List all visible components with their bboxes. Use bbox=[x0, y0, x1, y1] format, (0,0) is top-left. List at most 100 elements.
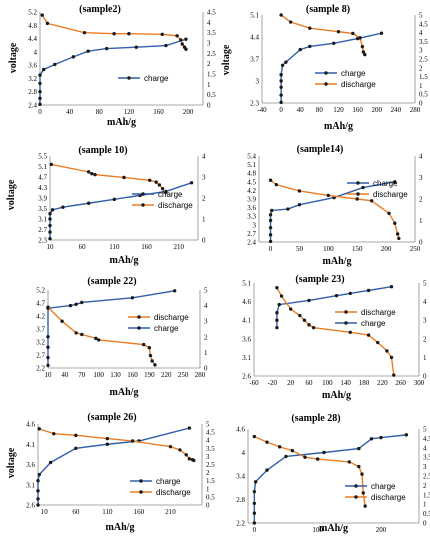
legend-marker-discharge bbox=[344, 310, 348, 314]
legend-marker-charge bbox=[137, 326, 141, 330]
data-point-discharge bbox=[142, 342, 146, 347]
data-point-charge bbox=[279, 85, 283, 89]
y-tick-label-left: 4.7 bbox=[36, 300, 45, 308]
legend-marker-discharge bbox=[137, 315, 141, 319]
y-tick-label-right: 1 bbox=[202, 216, 206, 224]
y-tick-label-left: 3.6 bbox=[242, 335, 251, 343]
data-point-discharge bbox=[357, 464, 361, 469]
y-tick-label-right: 1 bbox=[423, 354, 427, 362]
chart-title: (sample 26) bbox=[87, 412, 136, 423]
data-point-discharge bbox=[184, 47, 188, 51]
y-tick-label-right: 4 bbox=[419, 29, 423, 37]
data-point-discharge bbox=[369, 199, 374, 203]
y-tick-label-left: 4.2 bbox=[36, 313, 45, 321]
y-tick-label-right: 4 bbox=[419, 153, 423, 161]
y-tick-label-left: 2.2 bbox=[236, 520, 245, 528]
data-point-charge bbox=[366, 288, 371, 293]
chart-panel: -60 -20 20 60 100 140 180 220 260 3002.63.13.64.1… bbox=[242, 274, 427, 401]
y-tick-label-right: 2 bbox=[204, 333, 208, 341]
legend-marker-discharge bbox=[139, 490, 143, 494]
data-point-discharge bbox=[150, 359, 154, 363]
y-tick-label-left: 3.4 bbox=[236, 473, 245, 481]
y-tick-label-left: 3.1 bbox=[242, 354, 251, 362]
data-point-charge bbox=[286, 207, 290, 211]
series-line-discharge bbox=[270, 179, 400, 239]
y-tick-label-right: 3 bbox=[207, 40, 211, 48]
data-point-discharge bbox=[279, 13, 283, 17]
y-tick-label-right: 2 bbox=[419, 64, 423, 72]
data-point-discharge bbox=[148, 178, 152, 182]
data-point-discharge bbox=[130, 439, 135, 443]
x-tick-label: -20 bbox=[268, 379, 278, 387]
y-tick-label-right: 2.5 bbox=[207, 50, 216, 58]
y-tick-label-right: 3 bbox=[419, 174, 423, 182]
data-point-discharge bbox=[392, 373, 396, 377]
x-axis-label: mAh/g bbox=[324, 121, 353, 132]
y-tick-label-left: 2.7 bbox=[36, 352, 45, 360]
data-point-discharge bbox=[49, 162, 53, 167]
y-tick-label-right: 4 bbox=[423, 444, 427, 452]
legend-marker-charge bbox=[141, 192, 145, 196]
data-point-charge bbox=[322, 450, 326, 455]
data-point-discharge bbox=[311, 325, 316, 330]
y-tick-label-left: 5.2 bbox=[36, 287, 45, 295]
data-point-charge bbox=[379, 435, 383, 440]
y-tick-label-right: 0 bbox=[204, 365, 208, 373]
data-point-discharge bbox=[40, 13, 44, 17]
y-tick-label-right: 1.5 bbox=[423, 491, 430, 499]
data-point-discharge bbox=[268, 178, 273, 182]
data-point-discharge bbox=[393, 221, 397, 225]
chart-title: (sample14) bbox=[297, 144, 344, 155]
y-tick-label-left: 3.5 bbox=[38, 205, 47, 213]
data-point-charge bbox=[284, 60, 288, 64]
data-point-discharge bbox=[351, 31, 355, 36]
data-point-charge bbox=[48, 230, 52, 234]
x-tick-label: 100 bbox=[322, 379, 333, 387]
data-point-charge bbox=[53, 62, 57, 67]
y-tick-label-right: 2.5 bbox=[423, 473, 430, 481]
y-tick-label-right: 3 bbox=[206, 453, 210, 461]
x-axis-label: mAh/g bbox=[323, 256, 352, 267]
data-point-charge bbox=[275, 325, 279, 330]
data-point-discharge bbox=[90, 172, 94, 176]
legend-marker-discharge bbox=[141, 203, 145, 207]
data-point-discharge bbox=[298, 313, 302, 318]
y-tick-label-left: 3.6 bbox=[26, 461, 35, 469]
y-tick-label-right: 1 bbox=[207, 81, 211, 89]
y-tick-label-right: 3 bbox=[419, 47, 423, 55]
legend-label-discharge: discharge bbox=[341, 80, 376, 89]
x-tick-label: 40 bbox=[297, 106, 305, 114]
x-tick-label: 300 bbox=[414, 379, 425, 387]
data-point-charge bbox=[80, 300, 84, 305]
data-point-discharge bbox=[52, 432, 56, 436]
data-point-discharge bbox=[336, 30, 341, 34]
x-tick-label: 100 bbox=[93, 371, 104, 379]
y-tick-label-left: 3 bbox=[253, 221, 257, 229]
x-tick-label: 0 bbox=[269, 245, 273, 253]
data-point-charge bbox=[279, 79, 283, 83]
data-point-discharge bbox=[179, 38, 183, 42]
legend-marker-charge bbox=[356, 181, 360, 185]
data-point-charge bbox=[279, 93, 283, 97]
series-line-charge bbox=[39, 38, 187, 105]
data-point-charge bbox=[308, 44, 312, 49]
legend-marker-discharge bbox=[324, 82, 328, 86]
data-point-discharge bbox=[127, 32, 131, 36]
x-tick-label: -60 bbox=[249, 379, 259, 387]
y-tick-label-right: 0 bbox=[202, 237, 206, 245]
data-point-discharge bbox=[366, 333, 371, 337]
data-point-charge bbox=[105, 442, 110, 446]
y-tick-label-right: 3.5 bbox=[207, 29, 216, 37]
data-point-charge bbox=[187, 426, 192, 430]
data-point-charge bbox=[36, 503, 40, 507]
data-point-charge bbox=[361, 185, 365, 190]
y-tick-label-right: 2 bbox=[423, 482, 427, 490]
y-tick-label-left: 5.1 bbox=[250, 12, 259, 20]
data-point-charge bbox=[268, 239, 273, 244]
chart-title: (sample 8) bbox=[306, 4, 350, 15]
x-tick-label: 70 bbox=[78, 371, 86, 379]
x-tick-label: 190 bbox=[144, 371, 155, 379]
data-point-charge bbox=[38, 81, 42, 86]
x-axis-label: mAh/g bbox=[106, 522, 135, 533]
